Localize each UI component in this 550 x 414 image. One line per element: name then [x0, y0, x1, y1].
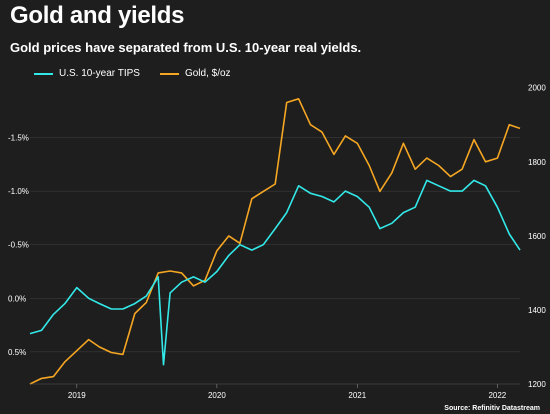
- legend-item-gold: Gold, $/oz: [159, 68, 231, 79]
- grid-lines: [30, 137, 520, 353]
- chart-title: Gold and yields: [10, 2, 185, 29]
- legend-swatch-tips: [34, 72, 53, 75]
- legend: U.S. 10-year TIPS Gold, $/oz: [34, 68, 251, 79]
- legend-item-tips: U.S. 10-year TIPS: [34, 68, 140, 79]
- x-tick-label: 2021: [348, 391, 366, 400]
- x-axis-ticks: 2019 2020 2021 2022: [30, 383, 520, 400]
- left-tick-label: -1.5%: [8, 134, 29, 143]
- tips-series-line: [29, 179, 521, 366]
- gold-series-line: [29, 98, 521, 385]
- left-tick-label: -1.0%: [8, 187, 29, 196]
- left-tick-label: 0.5%: [8, 348, 26, 357]
- legend-label-tips: U.S. 10-year TIPS: [59, 68, 140, 79]
- legend-swatch-gold: [159, 72, 179, 75]
- series-lines: [29, 98, 521, 385]
- x-tick-label: 2019: [68, 391, 86, 400]
- x-tick-label: 2022: [488, 391, 506, 400]
- left-axis-ticks: -1.5% -1.0% -0.5% 0.0% 0.5%: [8, 134, 29, 357]
- right-tick-label: 1200: [528, 380, 546, 389]
- chart-subtitle: Gold prices have separated from U.S. 10-…: [10, 40, 362, 55]
- x-tick-label: 2020: [208, 391, 226, 400]
- right-axis-ticks: 2000 1800 1600 1400 1200: [528, 84, 546, 389]
- right-tick-label: 1400: [528, 306, 546, 315]
- right-tick-label: 1800: [528, 158, 546, 167]
- left-tick-label: -0.5%: [8, 241, 29, 250]
- left-tick-label: 0.0%: [8, 294, 26, 303]
- right-tick-label: 1600: [528, 232, 546, 241]
- right-tick-label: 2000: [528, 84, 546, 93]
- source-note: Source: Refinitiv Datastream: [444, 405, 540, 412]
- legend-label-gold: Gold, $/oz: [184, 68, 231, 79]
